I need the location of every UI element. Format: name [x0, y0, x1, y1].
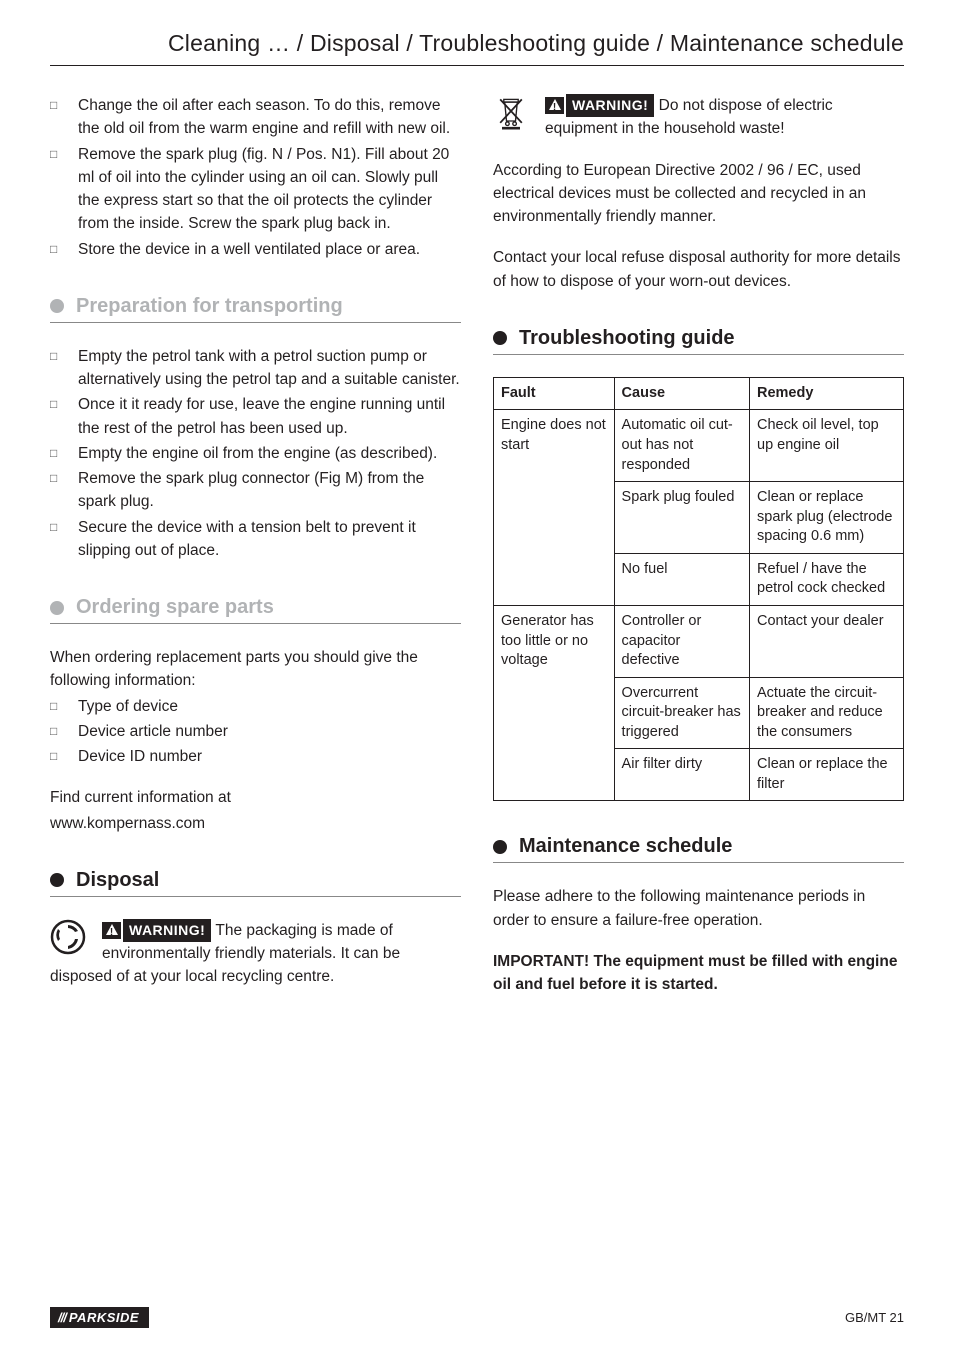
- ewaste-warning-text: WARNING! Do not dispose of electric equi…: [493, 94, 904, 141]
- bullet-dot-icon: [493, 331, 507, 345]
- section-title: Disposal: [76, 869, 159, 892]
- th-remedy: Remedy: [750, 377, 904, 410]
- section-title: Ordering spare parts: [76, 596, 274, 619]
- list-item: Once it it ready for use, leave the engi…: [50, 393, 461, 440]
- bullet-dot-icon: [50, 873, 64, 887]
- list-item: Remove the spark plug connector (Fig M) …: [50, 467, 461, 514]
- list-item: Type of device: [50, 695, 461, 718]
- section-title: Maintenance schedule: [519, 835, 732, 858]
- section-spare-heading: Ordering spare parts: [50, 596, 461, 624]
- td-cause: Air filter dirty: [614, 749, 749, 801]
- section-disposal-heading: Disposal: [50, 869, 461, 897]
- td-cause: Controller or capacitor defective: [614, 605, 749, 677]
- warning-triangle-icon: [545, 97, 564, 114]
- warning-badge: WARNING!: [102, 919, 211, 942]
- table-row: Engine does not start Automatic oil cut-…: [494, 410, 904, 482]
- warning-badge: WARNING!: [545, 94, 654, 117]
- prep-list: Empty the petrol tank with a petrol suct…: [50, 345, 461, 562]
- section-prep-heading: Preparation for transporting: [50, 295, 461, 323]
- td-cause: No fuel: [614, 553, 749, 605]
- table-row: Generator has too little or no voltage C…: [494, 605, 904, 677]
- bullet-dot-icon: [50, 299, 64, 313]
- list-item: Device ID number: [50, 745, 461, 768]
- page-header: Cleaning … / Disposal / Troubleshooting …: [50, 30, 904, 66]
- page-number: GB/MT 21: [845, 1310, 904, 1325]
- ewaste-warning-block: WARNING! Do not dispose of electric equi…: [493, 94, 904, 141]
- list-item: Secure the device with a tension belt to…: [50, 516, 461, 563]
- warning-label: WARNING!: [566, 94, 654, 117]
- recycle-icon: [50, 919, 92, 960]
- spare-intro: When ordering replacement parts you shou…: [50, 646, 461, 693]
- section-title: Preparation for transporting: [76, 295, 343, 318]
- content-columns: Change the oil after each season. To do …: [50, 94, 904, 998]
- td-remedy: Contact your dealer: [750, 605, 904, 677]
- td-cause: Overcurrent circuit-breaker has triggere…: [614, 677, 749, 749]
- spare-outro-2: www.kompernass.com: [50, 812, 461, 835]
- ewaste-para-2: Contact your local refuse disposal autho…: [493, 246, 904, 293]
- th-fault: Fault: [494, 377, 615, 410]
- list-item: Device article number: [50, 720, 461, 743]
- crossed-bin-icon: [493, 94, 535, 135]
- brand-name: PARKSIDE: [69, 1310, 139, 1325]
- right-column: WARNING! Do not dispose of electric equi…: [493, 94, 904, 998]
- spare-list: Type of device Device article number Dev…: [50, 695, 461, 769]
- list-item: Remove the spark plug (fig. N / Pos. N1)…: [50, 143, 461, 236]
- spare-outro-1: Find current information at: [50, 786, 461, 809]
- td-remedy: Actuate the circuit-breaker and reduce t…: [750, 677, 904, 749]
- td-cause: Spark plug fouled: [614, 482, 749, 554]
- bullet-dot-icon: [50, 601, 64, 615]
- warning-label: WARNING!: [123, 919, 211, 942]
- td-remedy: Clean or replace the filter: [750, 749, 904, 801]
- ewaste-para-1: According to European Directive 2002 / 9…: [493, 159, 904, 229]
- warning-triangle-icon: [102, 922, 121, 939]
- list-item: Empty the engine oil from the engine (as…: [50, 442, 461, 465]
- section-maint-heading: Maintenance schedule: [493, 835, 904, 863]
- maint-para: Please adhere to the following maintenan…: [493, 885, 904, 932]
- brand-badge: ///PARKSIDE: [50, 1307, 149, 1328]
- page-footer: ///PARKSIDE GB/MT 21: [50, 1307, 904, 1328]
- disposal-warning-block: WARNING! The packaging is made of enviro…: [50, 919, 461, 989]
- maint-important: IMPORTANT! The equipment must be filled …: [493, 950, 904, 997]
- td-remedy: Refuel / have the petrol cock checked: [750, 553, 904, 605]
- list-item: Store the device in a well ventilated pl…: [50, 238, 461, 261]
- td-fault: Generator has too little or no voltage: [494, 605, 615, 801]
- left-column: Change the oil after each season. To do …: [50, 94, 461, 998]
- list-item: Empty the petrol tank with a petrol suct…: [50, 345, 461, 392]
- disposal-warning-text: WARNING! The packaging is made of enviro…: [50, 919, 461, 989]
- td-fault: Engine does not start: [494, 410, 615, 606]
- table-header-row: Fault Cause Remedy: [494, 377, 904, 410]
- th-cause: Cause: [614, 377, 749, 410]
- td-remedy: Clean or replace spark plug (electrode s…: [750, 482, 904, 554]
- td-remedy: Check oil level, top up engine oil: [750, 410, 904, 482]
- section-title: Troubleshooting guide: [519, 327, 735, 350]
- section-trouble-heading: Troubleshooting guide: [493, 327, 904, 355]
- bullet-dot-icon: [493, 840, 507, 854]
- list-item: Change the oil after each season. To do …: [50, 94, 461, 141]
- troubleshooting-table: Fault Cause Remedy Engine does not start…: [493, 377, 904, 802]
- td-cause: Automatic oil cut-out has not responded: [614, 410, 749, 482]
- intro-list: Change the oil after each season. To do …: [50, 94, 461, 261]
